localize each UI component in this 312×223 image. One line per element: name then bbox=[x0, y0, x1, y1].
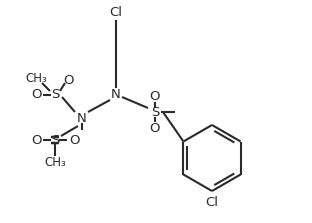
Text: CH₃: CH₃ bbox=[25, 72, 47, 85]
Text: S: S bbox=[51, 89, 59, 101]
Text: N: N bbox=[77, 112, 87, 124]
Text: S: S bbox=[51, 134, 59, 147]
Text: S: S bbox=[151, 105, 159, 118]
Text: O: O bbox=[63, 74, 73, 87]
Text: N: N bbox=[111, 89, 121, 101]
Text: O: O bbox=[69, 134, 79, 147]
Text: O: O bbox=[150, 122, 160, 134]
Text: CH₃: CH₃ bbox=[44, 155, 66, 169]
Text: Cl: Cl bbox=[206, 196, 218, 209]
Text: O: O bbox=[31, 134, 41, 147]
Text: O: O bbox=[32, 89, 42, 101]
Text: O: O bbox=[150, 89, 160, 103]
Text: Cl: Cl bbox=[110, 6, 123, 19]
